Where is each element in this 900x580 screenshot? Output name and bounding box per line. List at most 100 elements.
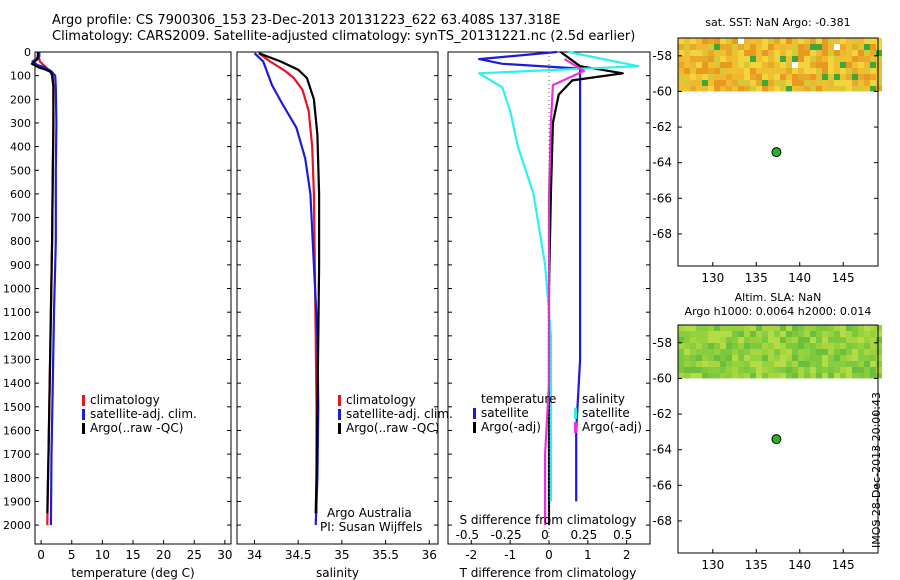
sst-map-cell [744,44,750,50]
sst-map-cell [870,68,876,74]
sla-map-cell [750,325,756,331]
sst-map-cell [678,38,684,44]
sst-map-cell [816,62,822,68]
sst-map-cell [702,86,708,91]
sst-map-cell [864,68,870,74]
difference-xtick-label: -2 [465,548,477,562]
sla-map-cell [750,367,756,373]
sla-map-cell [684,355,690,361]
sst-map-cell [798,86,804,91]
sla-map-cell [846,355,852,361]
sst-map-cell [690,86,696,91]
sla-map-cell [798,355,804,361]
sla-map-cell [804,355,810,361]
sla-map-cell [768,373,774,378]
difference-xlabel-top: S difference from climatology [460,513,637,527]
sst-map-cell [744,80,750,86]
sla-map-cell [720,325,726,331]
sst-map-cell [696,74,702,80]
sla-map-argo-marker [772,435,781,444]
sla-map-cell [798,337,804,343]
salinity-xtick-label: 36 [422,548,437,562]
difference-xtick-label: 2 [623,548,631,562]
sst-map-cell [708,86,714,91]
difference-xtick-label: -1 [504,548,516,562]
sla-map-cell [690,343,696,349]
sla-map-cell [798,331,804,337]
sla-map-cell [804,367,810,373]
sst-map-cell [750,86,756,91]
sst-map-cell [798,56,804,62]
sst-map-cell [870,62,876,68]
sla-map-cell [690,337,696,343]
temperature-ytick-label: 1200 [3,330,31,343]
sla-map-cell [768,367,774,373]
sst-map-cell [834,68,840,74]
salinity-legend-label: climatology [346,393,416,407]
sla-map-cell [714,343,720,349]
sst-map-cell [720,74,726,80]
temperature-ytick-label: 100 [10,70,31,83]
sla-map-cell [768,343,774,349]
sla-map-cell [834,337,840,343]
sla-map-cell [696,373,702,378]
sla-map-cell [858,331,864,337]
sst-map-cell [714,62,720,68]
sla-map-title: Altim. SLA: NaN [735,291,822,304]
sla-map-cell [858,355,864,361]
temperature-ytick-label: 200 [10,93,31,106]
sla-map-cell [678,361,684,367]
sla-map-cell [828,355,834,361]
sst-map-cell [678,50,684,56]
sla-map-cell [774,373,780,378]
sst-map-cell [702,62,708,68]
sst-map-cell [846,86,852,91]
temperature-ytick-label: 500 [10,164,31,177]
sst-map-cell [684,86,690,91]
sla-map-cell [684,331,690,337]
sla-map-cell [858,361,864,367]
sla-map-cell [738,373,744,378]
sla-map-cell [732,337,738,343]
sst-map-cell [792,62,798,68]
sla-map-cell [732,355,738,361]
sla-map-cell [702,373,708,378]
sla-map-cell [864,325,870,331]
sst-map-cell [870,38,876,44]
sla-map-cell [696,343,702,349]
sla-map-cell [846,337,852,343]
sla-map-cell [876,367,882,373]
sst-map-cell [696,38,702,44]
sst-map-cell [864,74,870,80]
sst-map-cell [684,56,690,62]
sst-map-cell [744,86,750,91]
temperature-ytick-label: 400 [10,141,31,154]
sst-map-cell [858,56,864,62]
sst-map-cell [852,80,858,86]
sst-map-cell [690,38,696,44]
sst-map-cell [714,50,720,56]
sla-map-cell [714,361,720,367]
sla-map-cell [816,331,822,337]
sst-map-cell [684,38,690,44]
sla-map-cell [846,331,852,337]
sst-map-cell [684,68,690,74]
sst-map-title: sat. SST: NaN Argo: -0.381 [705,16,850,29]
sst-map-cell [852,44,858,50]
sla-map-cell [738,343,744,349]
sst-map-cell [744,68,750,74]
sst-map-cell [876,50,882,56]
sla-map-cell [846,373,852,378]
sla-map-cell [786,349,792,355]
sst-map-cell [774,44,780,50]
salinity-xtick-label: 35 [334,548,349,562]
sla-map-cell [678,367,684,373]
sla-map-cell [876,355,882,361]
sla-map-cell [762,373,768,378]
sla-map-cell [708,331,714,337]
sla-map-cell [864,367,870,373]
sst-map-cell [768,68,774,74]
sst-map-cell [828,44,834,50]
sla-map-cell [702,349,708,355]
sla-map-cell [816,361,822,367]
